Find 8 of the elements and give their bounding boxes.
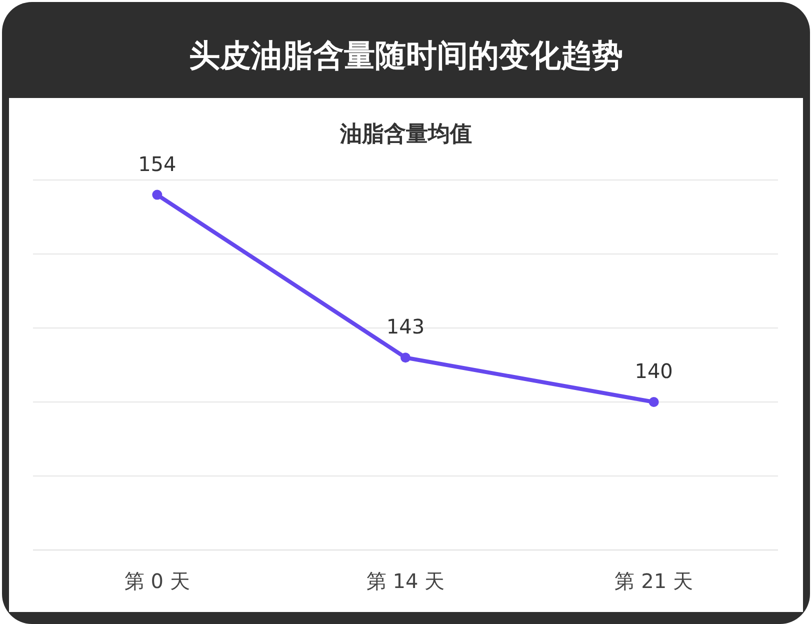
chart-subtitle: 油脂含量均值: [339, 122, 472, 147]
chart-title: 头皮油脂含量随时间的变化趋势: [189, 38, 623, 74]
x-tick-label: 第 21 天: [614, 569, 693, 593]
x-tick-label: 第 14 天: [366, 569, 445, 593]
data-label: 154: [138, 152, 176, 176]
x-tick-label: 第 0 天: [124, 569, 190, 593]
data-label: 143: [386, 314, 425, 339]
data-label: 140: [634, 359, 673, 383]
